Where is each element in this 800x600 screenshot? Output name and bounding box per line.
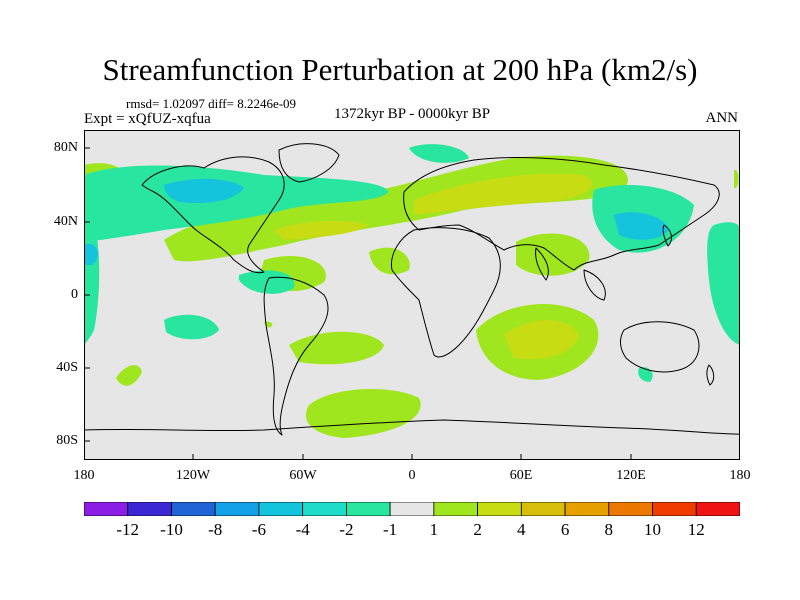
west-pacific-core <box>84 244 98 265</box>
lon-label-0: 0 <box>408 468 416 483</box>
new-zealand-coastline <box>706 364 715 386</box>
lat-label-40s: 40S <box>56 360 78 375</box>
latitude-tick-marks <box>84 147 90 442</box>
colorbar-swatch <box>258 502 304 516</box>
colorbar-swatch <box>389 502 435 516</box>
indian-ocean-small <box>638 367 653 382</box>
map-plot <box>84 130 740 460</box>
eurasia-ridge-core <box>414 173 592 215</box>
north-pacific-trough <box>84 165 389 242</box>
lon-label-60w: 60W <box>289 468 317 483</box>
india-coastline <box>535 247 549 281</box>
southeast-asia-coastline <box>583 269 606 301</box>
colorbar-swatch <box>477 502 522 516</box>
colorbar-label: -4 <box>295 520 310 539</box>
season-label: ANN <box>705 110 739 126</box>
africa-coastline <box>390 227 501 358</box>
small-southwest-blob <box>116 365 142 386</box>
colorbar-swatch <box>302 502 347 516</box>
colorbar-label: -10 <box>160 520 183 539</box>
lon-label-120w: 120W <box>175 468 211 483</box>
north-pacific-trough-core <box>164 178 244 204</box>
atlantic-ridge-core <box>274 220 369 240</box>
colorbar-swatch <box>127 502 172 516</box>
lat-label-0: 0 <box>71 287 78 302</box>
lon-label-120e: 120E <box>616 468 646 483</box>
colorbar-swatch <box>652 502 697 516</box>
antarctica-coastline <box>84 419 740 435</box>
longitude-tick-marks <box>192 454 632 460</box>
north-america-coastline <box>141 156 285 274</box>
lon-label-180w: 180 <box>73 468 95 483</box>
lon-label-60e: 60E <box>509 468 533 483</box>
colorbar-label: 8 <box>604 520 614 539</box>
lat-label-80n: 80N <box>53 140 78 155</box>
greenland-coastline <box>278 143 340 183</box>
lon-label-180e: 180 <box>729 468 751 483</box>
northwest-pacific-core <box>614 212 669 240</box>
colorbar-label: 12 <box>687 520 705 539</box>
east-africa-blob <box>369 247 410 275</box>
colorbar-label: 6 <box>560 520 570 539</box>
colorbar-label: -6 <box>251 520 266 539</box>
japan-coastline <box>662 224 672 247</box>
south-america-coastline <box>263 276 329 436</box>
colorbar-label: 4 <box>517 520 526 539</box>
colorbar-swatch <box>171 502 216 516</box>
east-pacific-lobe <box>734 169 739 189</box>
east-pacific-edge <box>707 222 740 345</box>
colorbar-label: -12 <box>116 520 140 539</box>
colorbar <box>84 502 740 516</box>
lat-label-80s: 80S <box>56 433 78 448</box>
experiment-label: Expt = xQfUZ-xqfua <box>84 111 211 127</box>
south-pacific-trough <box>164 314 219 340</box>
north-atlantic-small <box>679 199 687 208</box>
coastlines <box>84 143 740 436</box>
colorbar-label: -1 <box>383 520 398 539</box>
stats-text: rmsd= 1.02097 diff= 8.2246e-09 <box>126 96 297 111</box>
colorbar-label: -2 <box>339 520 354 539</box>
period-label: 1372kyr BP - 0000kyr BP <box>333 106 491 122</box>
colorbar-swatch <box>695 502 740 516</box>
eurasia-coastline <box>403 157 720 271</box>
colorbar-label: 2 <box>473 520 482 539</box>
positive-anomalies-level2 <box>274 173 592 360</box>
west-pacific-edge <box>84 205 100 345</box>
south-indian-ocean-core <box>504 320 579 360</box>
arctic-blob <box>409 144 469 163</box>
lat-label-40n: 40N <box>53 214 78 229</box>
colorbar-label: 10 <box>644 520 661 539</box>
colorbar-swatch <box>214 502 260 516</box>
colorbar-label: -8 <box>208 520 223 539</box>
colorbar-swatch <box>608 502 653 516</box>
chart-title: Streamfunction Perturbation at 200 hPa (… <box>102 52 698 87</box>
colorbar-swatch <box>520 502 566 516</box>
colorbar-swatch <box>345 502 391 516</box>
colorbar-swatch <box>433 502 478 516</box>
negative-anomalies-level2 <box>84 178 669 265</box>
australia-coastline <box>620 321 700 373</box>
colorbar-swatch <box>564 502 610 516</box>
colorbar-swatch <box>84 502 129 516</box>
colorbar-label: 1 <box>429 520 439 539</box>
